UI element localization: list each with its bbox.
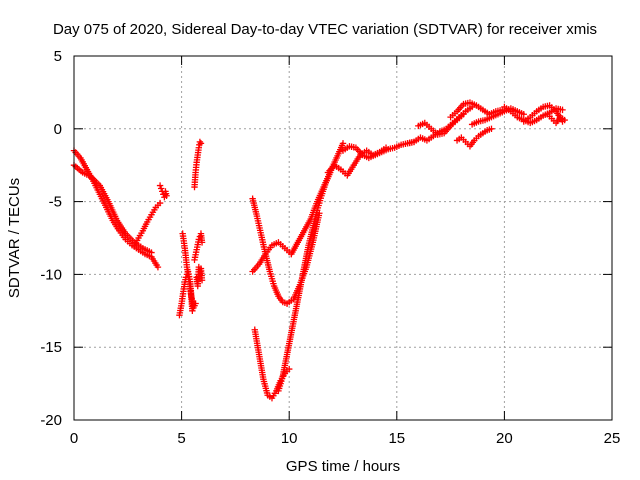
series-arc-d xyxy=(156,182,170,201)
series-arc-h xyxy=(191,230,206,264)
data-point xyxy=(488,125,495,132)
series-arc-i xyxy=(193,263,206,290)
x-axis-label: GPS time / hours xyxy=(286,458,400,475)
series-arc-f xyxy=(179,230,199,312)
data-point xyxy=(339,140,347,147)
chart-title: Day 075 of 2020, Sidereal Day-to-day VTE… xyxy=(53,21,597,38)
data-point xyxy=(156,182,164,189)
x-tick-label: 0 xyxy=(70,430,78,447)
series-arc-y xyxy=(544,111,568,127)
grid-lines xyxy=(74,56,612,420)
x-tick-label: 20 xyxy=(496,430,513,447)
x-tick-label: 5 xyxy=(177,430,185,447)
y-tick-label: -10 xyxy=(40,266,62,283)
data-point xyxy=(460,111,467,118)
series-arc-b xyxy=(70,162,155,256)
plot-frame xyxy=(73,55,613,421)
series-arc-k xyxy=(288,140,347,258)
data-point xyxy=(192,300,199,307)
data-point xyxy=(148,249,155,256)
y-tick-labels: 5 0 -5 -10 -15 -20 xyxy=(40,48,62,429)
series-arc-o xyxy=(275,169,334,395)
series-arc-c xyxy=(131,199,164,249)
data-point xyxy=(520,111,527,118)
data-point xyxy=(198,239,206,246)
data-point xyxy=(198,277,206,284)
y-tick-label: 0 xyxy=(54,121,62,138)
y-tick-label: -20 xyxy=(40,412,62,429)
data-point xyxy=(154,263,162,271)
data-point xyxy=(561,116,568,124)
x-tick-label: 15 xyxy=(388,430,405,447)
axis-ticks xyxy=(73,55,613,421)
series-arc-l xyxy=(249,195,291,307)
data-points xyxy=(70,99,568,402)
data-point xyxy=(196,138,204,146)
data-point xyxy=(559,106,566,114)
series-arc-g xyxy=(191,138,205,191)
data-point xyxy=(286,365,293,373)
series-arc-u xyxy=(453,125,495,150)
series-arc-q xyxy=(339,138,418,162)
data-point xyxy=(157,185,165,192)
x-tick-labels: 0 5 10 15 20 25 xyxy=(70,430,621,447)
series-arc-s xyxy=(415,111,467,138)
data-point xyxy=(197,140,205,147)
y-tick-label: -15 xyxy=(40,339,62,356)
y-tick-label: 5 xyxy=(54,48,62,65)
x-tick-label: 10 xyxy=(281,430,298,447)
y-axis-label: SDTVAR / TECUs xyxy=(6,178,23,298)
data-point xyxy=(156,199,164,207)
x-tick-label: 25 xyxy=(604,430,621,447)
data-point xyxy=(163,192,170,199)
y-tick-label: -5 xyxy=(49,194,62,211)
